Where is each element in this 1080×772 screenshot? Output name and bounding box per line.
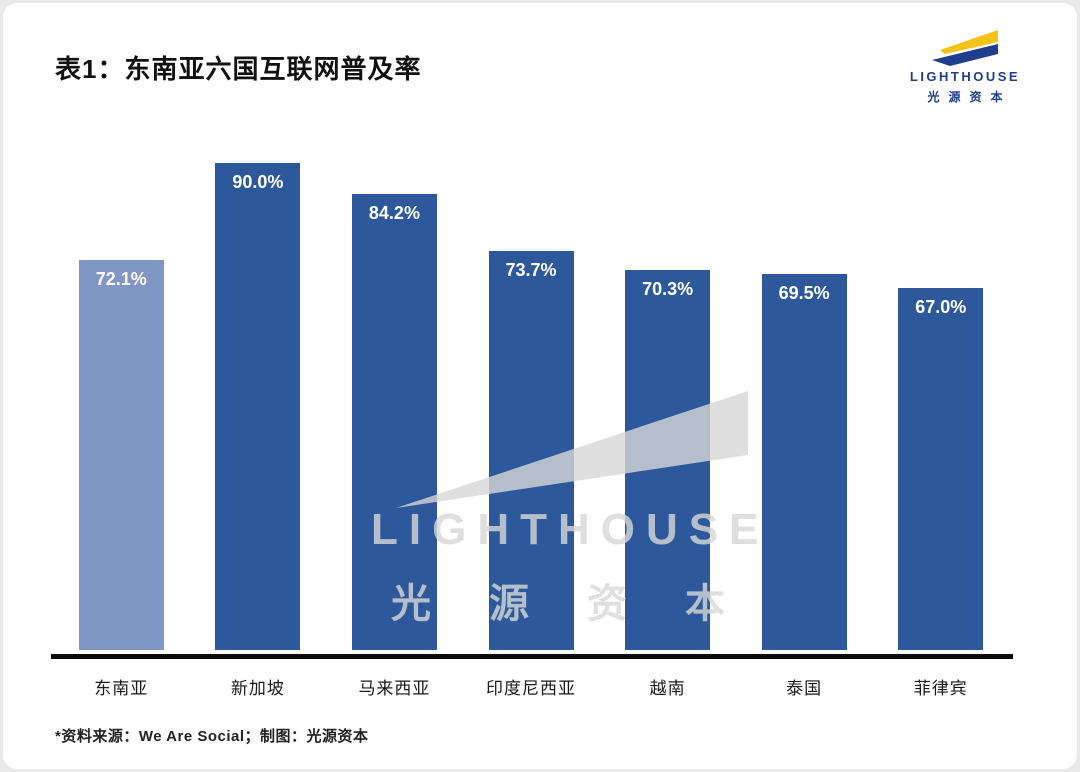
x-axis-tick-label: 越南 [649,679,686,698]
bar-group: 67.0% [872,109,1009,650]
bar-southeast-asia: 72.1% [78,259,164,650]
x-axis-labels: 东南亚 新加坡 马来西亚 印度尼西亚 越南 泰国 菲律宾 [53,674,1009,699]
bar-singapore: 90.0% [215,163,301,650]
bar-group: 72.1% [53,109,190,650]
x-axis-tick-label: 菲律宾 [913,679,968,698]
bar-value-label: 69.5% [778,283,830,304]
bar-value-label: 67.0% [915,296,967,317]
source-note: *资料来源：We Are Social；制图：光源资本 [55,728,369,745]
bar-value-label: 70.3% [642,278,694,299]
brand-logo: LIGHTHOUSE 光源资本 [905,29,1025,105]
x-axis-tick-label: 泰国 [786,679,823,698]
chart-card: 表1：东南亚六国互联网普及率 LIGHTHOUSE 光源资本 72.1% 90.… [3,3,1077,769]
bar-malaysia: 84.2% [351,194,437,650]
bar-value-label: 84.2% [368,203,420,224]
bar-vietnam: 70.3% [625,269,711,650]
x-axis-tick-label: 东南亚 [94,679,149,698]
bar-philippines: 67.0% [898,287,984,650]
chart-title: 表1：东南亚六国互联网普及率 [55,54,422,84]
bar-group: 73.7% [463,109,600,650]
x-axis-tick-label: 新加坡 [230,679,285,698]
bar-group: 70.3% [599,109,736,650]
bar-value-label: 72.1% [95,268,147,289]
x-axis-tick-label: 马来西亚 [358,679,431,698]
bar-group: 90.0% [190,109,327,650]
bar-value-label: 90.0% [232,172,284,193]
bar-chart: 72.1% 90.0% 84.2% 73.7% 70.3% 69.5% [53,109,1009,650]
bar-indonesia: 73.7% [488,251,574,650]
bar-thailand: 69.5% [761,274,847,650]
bar-value-label: 73.7% [505,260,557,281]
bar-group: 69.5% [736,109,873,650]
x-axis-baseline [51,654,1013,659]
brand-logo-text-en: LIGHTHOUSE [909,69,1021,84]
brand-logo-text-cn: 光源资本 [927,90,1012,104]
bar-group: 84.2% [326,109,463,650]
lighthouse-logo-icon [932,30,998,66]
x-axis-tick-label: 印度尼西亚 [486,679,577,698]
